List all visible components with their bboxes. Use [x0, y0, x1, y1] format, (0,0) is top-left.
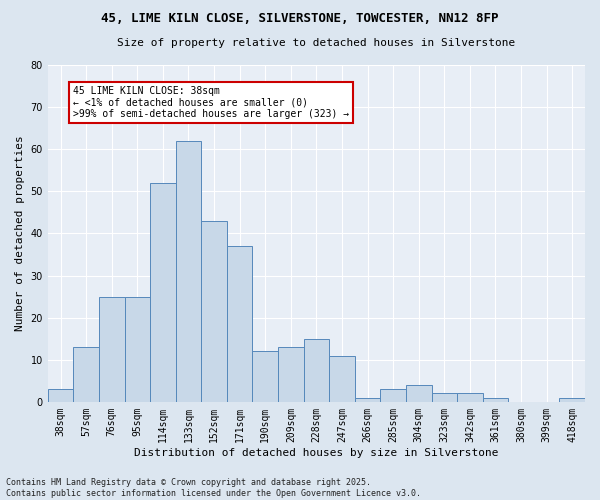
Bar — [457, 394, 482, 402]
Bar — [355, 398, 380, 402]
Text: 45, LIME KILN CLOSE, SILVERSTONE, TOWCESTER, NN12 8FP: 45, LIME KILN CLOSE, SILVERSTONE, TOWCES… — [101, 12, 499, 26]
Bar — [482, 398, 508, 402]
Text: 45 LIME KILN CLOSE: 38sqm
← <1% of detached houses are smaller (0)
>99% of semi-: 45 LIME KILN CLOSE: 38sqm ← <1% of detac… — [73, 86, 349, 119]
Bar — [48, 389, 73, 402]
Bar — [73, 347, 99, 402]
Bar — [125, 296, 150, 402]
X-axis label: Distribution of detached houses by size in Silverstone: Distribution of detached houses by size … — [134, 448, 499, 458]
Bar — [559, 398, 585, 402]
Title: Size of property relative to detached houses in Silverstone: Size of property relative to detached ho… — [117, 38, 515, 48]
Bar — [150, 183, 176, 402]
Bar — [431, 394, 457, 402]
Bar — [201, 221, 227, 402]
Bar — [278, 347, 304, 402]
Bar — [176, 140, 201, 402]
Bar — [406, 385, 431, 402]
Bar — [99, 296, 125, 402]
Text: Contains HM Land Registry data © Crown copyright and database right 2025.
Contai: Contains HM Land Registry data © Crown c… — [6, 478, 421, 498]
Bar — [329, 356, 355, 402]
Bar — [380, 389, 406, 402]
Bar — [227, 246, 253, 402]
Bar — [304, 338, 329, 402]
Y-axis label: Number of detached properties: Number of detached properties — [15, 136, 25, 332]
Bar — [253, 352, 278, 402]
